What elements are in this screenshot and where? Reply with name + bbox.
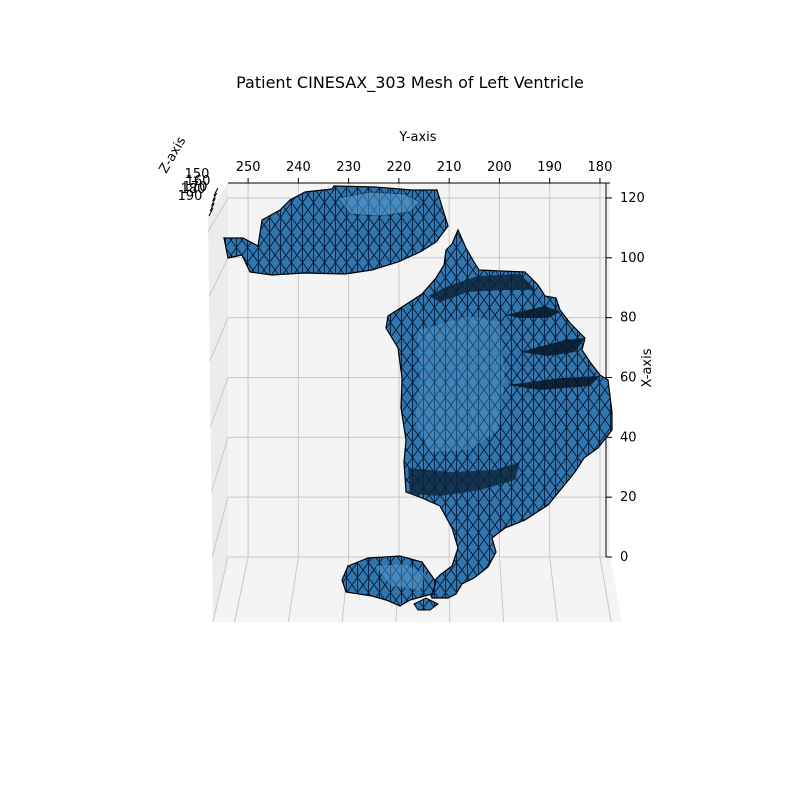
y-tick-label: 200 bbox=[487, 160, 512, 175]
x-axis-label: X-axis bbox=[640, 348, 655, 387]
x-tick-label: 60 bbox=[620, 370, 637, 385]
z-tick bbox=[210, 197, 216, 207]
y-tick-label: 240 bbox=[286, 160, 311, 175]
y-tick-label: 190 bbox=[537, 160, 562, 175]
x-tick-label: 0 bbox=[620, 550, 628, 565]
floor-gridline bbox=[287, 556, 299, 623]
mesh-ridge-lower bbox=[408, 462, 520, 496]
floor-gridline bbox=[498, 556, 505, 623]
mesh-fragment-bottom-small bbox=[413, 597, 439, 611]
chart-title: Patient CINESAX_303 Mesh of Left Ventric… bbox=[236, 73, 584, 93]
left-pane-gridline bbox=[210, 377, 229, 427]
mesh-body-highlight bbox=[415, 316, 505, 452]
x-tick-label: 20 bbox=[620, 490, 637, 505]
x-tick-label: 80 bbox=[620, 311, 637, 326]
tick-marks bbox=[208, 178, 612, 558]
left-pane-gridline bbox=[209, 317, 229, 362]
mesh-ridge-right-1 bbox=[505, 306, 560, 318]
floor-gridline bbox=[599, 556, 612, 623]
z-tick bbox=[209, 202, 215, 212]
z-tick bbox=[212, 192, 218, 202]
z-tick-label: 180 bbox=[181, 182, 206, 197]
mesh-ridge-right-2 bbox=[520, 338, 585, 356]
z-tick-label: 160 bbox=[186, 174, 211, 189]
z-tick-label: 150 bbox=[185, 167, 210, 182]
floor-gridline bbox=[549, 556, 558, 623]
left-pane-gridline bbox=[212, 556, 229, 623]
z-tick bbox=[208, 207, 214, 217]
left-pane-gridline bbox=[207, 197, 229, 232]
left-pane-gridline bbox=[208, 257, 229, 297]
z-tick bbox=[213, 187, 219, 197]
y-axis-label: Y-axis bbox=[398, 130, 436, 145]
y-tick-label: 230 bbox=[336, 160, 361, 175]
left-pane-gridline bbox=[211, 497, 229, 558]
ventricle-mesh bbox=[223, 185, 613, 611]
y-tick-label: 210 bbox=[437, 160, 462, 175]
x-tick-label: 100 bbox=[620, 251, 645, 266]
y-tick-label: 220 bbox=[386, 160, 411, 175]
tick-labels: 250 240 230 220 210 200 190 1800204060801001201… bbox=[178, 160, 645, 565]
y-tick-label: 250 bbox=[236, 160, 261, 175]
mesh-fragment-bottom-left-highlight bbox=[375, 564, 426, 590]
mesh-main-body bbox=[385, 228, 613, 599]
mesh-upper-lobe-highlight bbox=[337, 191, 421, 217]
x-tick-label: 40 bbox=[620, 430, 637, 445]
left-pane-gridline bbox=[210, 437, 229, 492]
mesh-ridge-upper bbox=[428, 274, 536, 302]
x-tick-label: 120 bbox=[620, 191, 645, 206]
floor-gridline bbox=[234, 556, 249, 623]
mesh-ridge-right-3 bbox=[508, 376, 600, 390]
left-pane bbox=[208, 183, 228, 622]
z-tick-label: 190 bbox=[178, 189, 203, 204]
y-tick-label: 180 bbox=[588, 160, 613, 175]
z-tick-label: 170 bbox=[183, 180, 208, 195]
